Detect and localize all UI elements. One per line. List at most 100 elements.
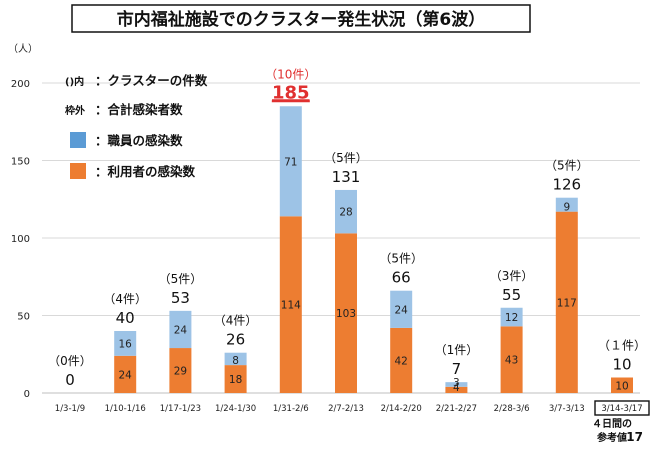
- legend-clusters-prefix: ()内: [65, 75, 84, 88]
- legend-total-prefix: 枠外: [65, 104, 85, 117]
- x-category-label: 2/28-3/6: [494, 404, 530, 414]
- title-box: [71, 4, 531, 33]
- x-axis-categories: 1/3-1/9 1/10-1/16 1/17-1/23 1/24-1/30 1/31-2…: [55, 400, 650, 416]
- cluster-count-label: （0件）: [48, 354, 92, 368]
- bar-staff: [500, 307, 523, 327]
- y-tick-label: 100: [11, 234, 30, 245]
- cluster-count-label: （5件）: [324, 151, 368, 165]
- bar-users: [500, 326, 523, 393]
- bar-staff: [224, 352, 247, 366]
- total-label: 126: [552, 176, 581, 194]
- total-label: 26: [226, 331, 245, 349]
- bar-users: [335, 233, 357, 393]
- cluster-count-label: （4件）: [214, 314, 258, 328]
- cluster-count-label: （10件）: [265, 67, 316, 81]
- legend-total-label: ：合計感染者数: [95, 102, 183, 117]
- bar-staff: [335, 189, 357, 234]
- reference-note-line-1: ４日間の: [592, 418, 632, 430]
- total-label: 10: [612, 356, 631, 374]
- bar-users: [390, 327, 413, 393]
- bar-users: [611, 377, 633, 393]
- y-tick-label: 150: [11, 157, 30, 168]
- bar-users: [224, 365, 247, 393]
- x-category-label: 1/3-1/9: [55, 404, 85, 414]
- y-tick-label: 200: [11, 79, 30, 90]
- total-labels: 0 40 53 26 185 131 66 7 55 126 10: [65, 82, 631, 389]
- x-category-label: 2/14-2/20: [381, 404, 422, 414]
- total-label: 40: [116, 309, 135, 327]
- x-category-label: 2/21-2/27: [436, 404, 477, 414]
- cluster-count-label: （4件）: [103, 292, 147, 306]
- segment-label-staff: 12: [505, 312, 518, 324]
- segment-label-users: 114: [281, 300, 301, 312]
- total-label: 55: [502, 286, 521, 304]
- chart-title: 市内福祉施設でのクラスター発生状況（第6波）: [117, 9, 486, 30]
- cluster-count-label: （1件）: [435, 343, 479, 357]
- cluster-count-label: （5件）: [379, 252, 423, 266]
- total-label: 0: [65, 371, 75, 389]
- y-tick-label: 0: [24, 389, 30, 400]
- bar-staff: [114, 331, 137, 356]
- cluster-count-label: （3件）: [490, 269, 534, 283]
- x-category-label: 3/14-3/17: [601, 404, 642, 414]
- legend-staff-label: ：職員の感染数: [95, 133, 183, 148]
- total-label: 66: [392, 269, 411, 287]
- x-category-label: 1/31-2/6: [273, 404, 309, 414]
- x-category-label: 3/7-3/13: [549, 404, 585, 414]
- segment-label-users: 10: [615, 380, 628, 392]
- reference-note-line-2: 参考値: [597, 431, 627, 444]
- bar-users: [445, 386, 468, 393]
- legend: ()内 ：クラスターの件数 枠外 ：合計感染者数 ：職員の感染数 ：利用者の感染…: [65, 73, 208, 179]
- segment-label-staff: 9: [563, 202, 570, 214]
- segment-label-users: 4: [453, 382, 460, 394]
- segment-label-staff: 16: [119, 338, 133, 350]
- y-axis-label: （人）: [8, 43, 38, 55]
- segment-label-staff: 28: [339, 207, 352, 219]
- cluster-count-labels: （0件） （4件） （5件） （4件） （10件） （5件） （5件） （1件） （3件） （5件…: [48, 67, 646, 368]
- x-category-label: 2/7-2/13: [328, 404, 364, 414]
- segment-label-staff: 24: [174, 324, 188, 336]
- segment-label-users: 24: [119, 369, 133, 381]
- bar-staff: [279, 106, 302, 217]
- total-label: 53: [171, 289, 190, 307]
- bars: [114, 106, 633, 393]
- segment-label-users: 43: [505, 355, 518, 367]
- segment-label-users: 42: [395, 355, 408, 367]
- y-axis-ticks: 0 50 100 150 200: [11, 79, 30, 400]
- bar-users: [169, 348, 192, 393]
- legend-clusters-label: ：クラスターの件数: [95, 73, 208, 88]
- segment-label-users: 29: [174, 366, 187, 378]
- y-tick-label: 50: [17, 312, 30, 323]
- total-label: 131: [332, 168, 361, 186]
- segment-label-users: 117: [557, 297, 577, 309]
- legend-staff-swatch: [70, 132, 86, 148]
- segment-label-users: 18: [229, 374, 242, 386]
- bar-staff: [445, 382, 468, 387]
- cluster-count-label: （5件）: [159, 272, 203, 286]
- bar-staff: [169, 310, 192, 349]
- x-category-label: 1/10-1/16: [105, 404, 146, 414]
- bar-users: [114, 355, 137, 393]
- bar-staff: [390, 290, 413, 328]
- segment-label-staff: 8: [232, 355, 239, 367]
- segment-label-staff: 71: [284, 156, 297, 168]
- bar-staff: [555, 197, 578, 212]
- segment-labels: 24 16 29 24 18 8 114 71 103 28 42 24 43 43 12 117 9 10: [119, 156, 629, 394]
- bar-users: [279, 216, 302, 393]
- total-label: 185: [272, 82, 310, 103]
- page-number: 17: [626, 430, 643, 444]
- x-category-label: 1/17-1/23: [160, 404, 201, 414]
- cluster-count-label: （5件）: [545, 159, 589, 173]
- x-category-label: 1/24-1/30: [215, 404, 256, 414]
- cluster-count-label: （１件）: [598, 339, 646, 353]
- bar-users: [555, 211, 578, 393]
- segment-label-staff: 3: [453, 377, 460, 389]
- legend-user-swatch: [70, 163, 86, 179]
- segment-label-staff: 24: [395, 304, 409, 316]
- segment-label-users: 103: [336, 308, 356, 320]
- boxed-category-frame: [594, 400, 650, 416]
- legend-user-label: ：利用者の感染数: [95, 164, 196, 179]
- total-label: 7: [452, 360, 462, 378]
